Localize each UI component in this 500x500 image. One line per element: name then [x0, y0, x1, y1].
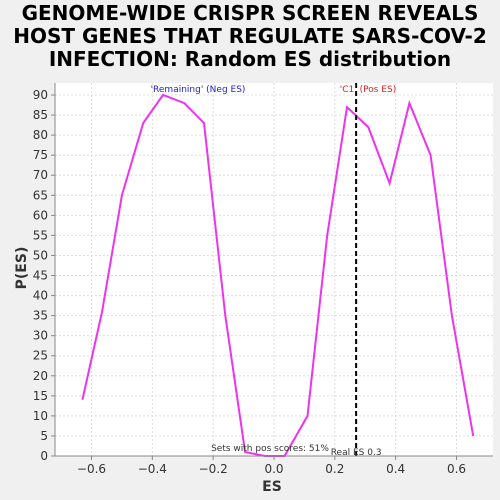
- plot-background: [55, 83, 493, 456]
- y-tick-label: 15: [33, 389, 48, 403]
- y-tick-label: 25: [33, 349, 48, 363]
- x-tick-label: 0.0: [264, 462, 283, 476]
- y-tick-label: 85: [33, 108, 48, 122]
- y-tick-label: 80: [33, 128, 48, 142]
- x-tick-label: 0.2: [325, 462, 344, 476]
- y-tick-label: 70: [33, 168, 48, 182]
- y-tick-label: 0: [40, 449, 48, 463]
- x-tick-label: −0.2: [199, 462, 228, 476]
- chart-title: GENOME-WIDE CRISPR SCREEN REVEALS HOST G…: [0, 2, 500, 71]
- title-line-2: HOST GENES THAT REGULATE SARS-COV-2: [13, 24, 487, 48]
- y-tick-label: 35: [33, 309, 48, 323]
- y-tick-label: 50: [33, 248, 48, 262]
- y-axis-label: P(ES): [14, 247, 30, 290]
- neg-es-annotation: 'Remaining' (Neg ES): [151, 85, 246, 95]
- y-tick-label: 30: [33, 329, 48, 343]
- pos-scores-annotation: Sets with pos scores: 51%: [211, 444, 329, 454]
- x-tick-label: −0.6: [77, 462, 106, 476]
- y-tick-label: 40: [33, 289, 48, 303]
- title-line-1: GENOME-WIDE CRISPR SCREEN REVEALS: [21, 1, 479, 25]
- x-tick-label: 0.6: [447, 462, 466, 476]
- y-tick-label: 65: [33, 188, 48, 202]
- y-tick-label: 20: [33, 369, 48, 383]
- y-tick-label: 45: [33, 269, 48, 283]
- x-tick-label: −0.4: [138, 462, 167, 476]
- x-axis-label: ES: [262, 479, 282, 495]
- y-tick-label: 90: [33, 88, 48, 102]
- y-tick-label: 75: [33, 148, 48, 162]
- x-tick-label: 0.4: [386, 462, 405, 476]
- real-es-label: Real ES 0.3: [331, 448, 382, 458]
- pos-es-annotation: 'C1' (Pos ES): [340, 85, 396, 95]
- y-tick-label: 55: [33, 228, 48, 242]
- y-tick-label: 60: [33, 208, 48, 222]
- y-tick-label: 10: [33, 409, 48, 423]
- title-line-3: INFECTION: Random ES distribution: [48, 47, 452, 71]
- y-tick-label: 5: [40, 429, 48, 443]
- axis-ticks: 0 5 10 15 20 25 30 35 40 45 50 55 60 65 70 75 80 85 90 −0.6…: [33, 88, 466, 476]
